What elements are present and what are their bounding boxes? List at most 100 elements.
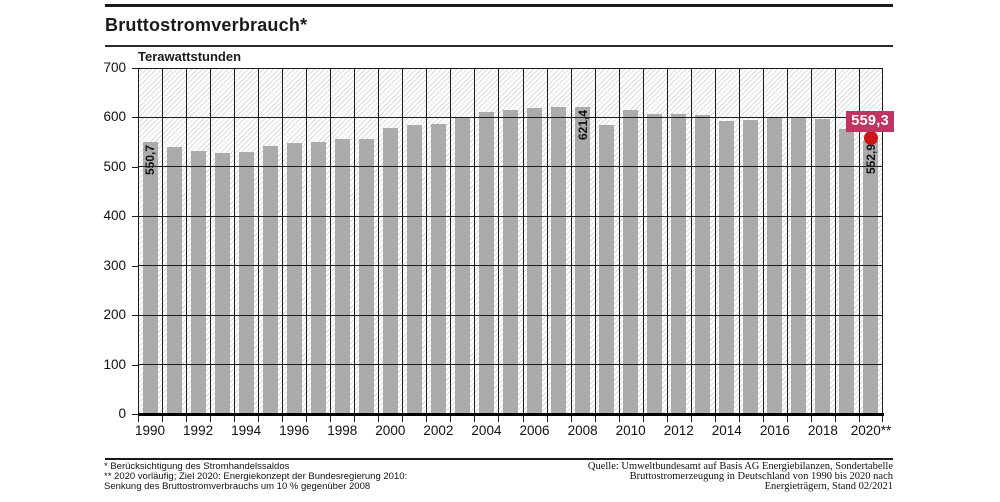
bar-2001: [406, 125, 422, 414]
x-tick-label-2020: 2020**: [850, 423, 892, 438]
x-tick-label-2018: 2018: [807, 423, 838, 438]
x-tick-label-2004: 2004: [471, 423, 502, 438]
y-tick-100: [132, 364, 138, 366]
bar-1997: [310, 142, 326, 414]
column-line-2: [186, 68, 187, 414]
column-line-9: [354, 68, 355, 414]
target-marker-dot: [863, 130, 878, 145]
gridline-400: [138, 215, 883, 217]
column-line-27: [787, 68, 788, 414]
bar-1994: [238, 152, 254, 414]
gridline-700: [138, 68, 883, 69]
gridline-100: [138, 364, 883, 366]
x-tick-20: [619, 416, 620, 422]
x-tick-label-2008: 2008: [567, 423, 598, 438]
bar-1999: [358, 139, 374, 414]
x-tick-24: [715, 416, 716, 422]
bar-1992: [190, 151, 206, 414]
x-tick-0: [138, 416, 139, 422]
x-tick-7: [306, 416, 307, 422]
y-tick-label-300: 300: [103, 257, 126, 273]
column-line-1: [162, 68, 163, 414]
x-tick-4: [234, 416, 235, 422]
y-tick-label-200: 200: [103, 307, 126, 323]
column-line-16: [523, 68, 524, 414]
x-tick-19: [595, 416, 596, 422]
column-line-25: [739, 68, 740, 414]
y-tick-400: [132, 216, 138, 218]
bar-2009: [599, 125, 615, 414]
x-tick-label-2014: 2014: [711, 423, 742, 438]
x-tick-17: [547, 416, 548, 422]
footnote-line: ** 2020 vorläufig; Ziel 2020: Energiekon…: [104, 470, 408, 482]
bar-value-label-2020: 552,9: [863, 144, 878, 175]
bar-1990: 550,7: [142, 142, 158, 414]
column-line-31: [882, 68, 883, 414]
column-line-21: [643, 68, 644, 414]
x-tick-2: [186, 416, 187, 422]
x-tick-29: [835, 416, 836, 422]
x-tick-31: [882, 416, 883, 422]
bar-1996: [286, 143, 302, 414]
y-tick-label-100: 100: [103, 356, 126, 372]
x-tick-10: [378, 416, 379, 422]
column-line-11: [402, 68, 403, 414]
footnote-divider: [105, 458, 893, 460]
y-tick-300: [132, 265, 138, 267]
y-tick-600: [132, 117, 138, 119]
column-line-24: [715, 68, 716, 414]
x-tick-label-1992: 1992: [183, 423, 214, 438]
x-tick-11: [402, 416, 403, 422]
bar-1998: [334, 139, 350, 414]
plot-area: 550,7 621,4 552,9: [138, 68, 883, 414]
bar-value-label-2008: 621,4: [575, 110, 590, 141]
x-tick-3: [210, 416, 211, 422]
y-tick-label-700: 700: [103, 60, 126, 75]
column-line-18: [571, 68, 572, 414]
column-line-0: [138, 68, 139, 414]
x-tick-label-2000: 2000: [375, 423, 406, 438]
column-line-19: [595, 68, 596, 414]
bar-2004: [478, 112, 494, 414]
x-tick-18: [571, 416, 572, 422]
column-line-6: [282, 68, 283, 414]
column-line-10: [378, 68, 379, 414]
column-line-13: [450, 68, 451, 414]
column-line-28: [811, 68, 812, 414]
x-tick-label-1990: 1990: [134, 423, 166, 438]
x-tick-1: [162, 416, 163, 422]
bar-2006: [527, 108, 543, 414]
x-tick-label-1994: 1994: [231, 423, 262, 438]
bar-2008: 621,4: [575, 107, 591, 414]
bar-1991: [166, 147, 182, 414]
bar-1995: [262, 146, 278, 414]
gridline-600: [138, 116, 883, 118]
column-line-29: [835, 68, 836, 414]
column-line-14: [474, 68, 475, 414]
gridline-500: [138, 166, 883, 168]
bar-value-label-1990: 550,7: [143, 145, 158, 176]
x-tick-label-2012: 2012: [663, 423, 694, 438]
bar-2005: [503, 110, 518, 414]
x-tick-label-2016: 2016: [759, 423, 790, 438]
bar-2000: [382, 128, 398, 414]
bar-2013: [695, 115, 711, 414]
bar-1993: [214, 153, 230, 414]
page-title: Bruttostromverbrauch*: [105, 15, 308, 35]
bar-2019: [839, 129, 855, 414]
source-line: Energieträgern, Stand 02/2021: [764, 480, 893, 492]
x-tick-30: [859, 416, 860, 422]
x-tick-label-2006: 2006: [519, 423, 550, 438]
x-tick-25: [739, 416, 740, 422]
column-line-22: [667, 68, 668, 414]
bar-2011: [647, 114, 663, 414]
column-line-4: [234, 68, 235, 414]
x-tick-13: [450, 416, 451, 422]
bar-2020: 552,9: [863, 141, 879, 414]
column-line-26: [763, 68, 764, 414]
y-tick-label-400: 400: [103, 208, 126, 224]
source-note: Quelle: Umweltbundesamt auf Basis AG Ene…: [588, 461, 893, 492]
column-line-20: [619, 68, 620, 414]
gridline-300: [138, 265, 883, 267]
